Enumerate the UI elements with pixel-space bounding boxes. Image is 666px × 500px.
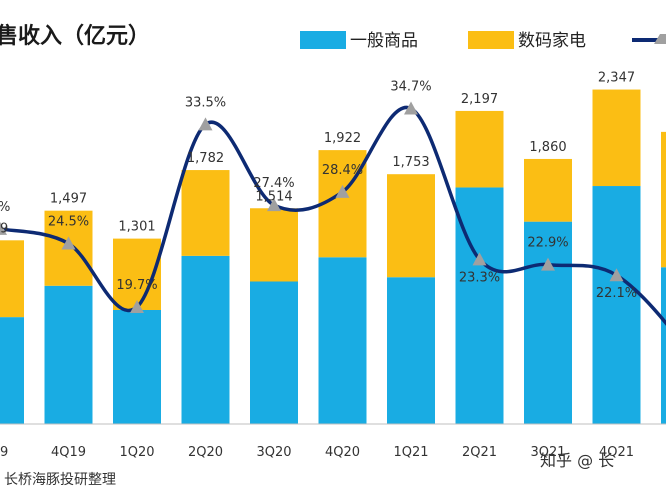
legend-triangle-marker <box>654 34 666 44</box>
rate-label-9: 22.1% <box>596 286 637 301</box>
total-label-5: 1,922 <box>324 131 361 146</box>
x-tick-3: 2Q20 <box>188 445 223 460</box>
bar-digital-appliances-5 <box>318 150 367 258</box>
x-tick-2: 1Q20 <box>119 445 154 460</box>
total-label-8: 1,860 <box>529 140 566 155</box>
legend-label-general-goods: 一般商品 <box>350 31 418 51</box>
rate-label-4: 27.4% <box>253 176 294 191</box>
total-label-6: 1,753 <box>392 155 429 170</box>
rate-marker-9 <box>609 268 624 282</box>
x-tick-1: 4Q19 <box>51 445 86 460</box>
data-labels: 89 1,497 1,301 1,782 1,514 1,922 1,753 2,197 1,8… <box>0 71 637 302</box>
bar-general-goods-10 <box>661 267 666 424</box>
bar-digital-appliances-0 <box>0 240 24 318</box>
total-label-9: 2,347 <box>598 71 635 86</box>
rate-marker-8 <box>541 257 555 271</box>
total-label-2: 1,301 <box>118 220 155 235</box>
chart-title: 售收入（亿元） <box>0 23 150 49</box>
legend-label-digital-appliances: 数码家电 <box>518 31 586 51</box>
rate-marker-1 <box>61 236 76 250</box>
rate-label-5: 28.4% <box>322 163 363 178</box>
watermark-text: 知乎 @ 长 <box>540 451 614 470</box>
rate-label-6: 34.7% <box>390 80 431 95</box>
rate-label-2: 19.7% <box>116 278 157 293</box>
bar-digital-appliances-7 <box>455 110 504 188</box>
bar-digital-appliances-3 <box>181 170 230 256</box>
bar-digital-appliances-8 <box>524 158 572 222</box>
legend-swatch-digital-appliances <box>468 31 514 49</box>
x-tick-0: 19 <box>0 445 8 460</box>
rate-marker-2 <box>130 299 144 313</box>
rate-label-1: 24.5% <box>48 214 89 229</box>
bars <box>0 89 666 424</box>
bar-general-goods-2 <box>113 310 161 424</box>
rate-line-layer <box>0 101 666 327</box>
bar-general-goods-0 <box>0 317 24 424</box>
total-label-3: 1,782 <box>187 151 224 166</box>
x-tick-5: 4Q20 <box>325 445 360 460</box>
bar-general-goods-1 <box>44 285 93 424</box>
bar-general-goods-8 <box>524 221 572 424</box>
rate-label-7: 23.3% <box>459 270 500 285</box>
legend: 一般商品 数码家电 <box>300 31 666 51</box>
rate-label-8: 22.9% <box>527 236 568 251</box>
rate-marker-6 <box>404 101 418 115</box>
x-tick-9: 4Q21 <box>599 445 634 460</box>
x-tick-7: 2Q21 <box>462 445 497 460</box>
bar-general-goods-9 <box>592 186 641 424</box>
x-tick-6: 1Q21 <box>393 445 428 460</box>
rate-label-0: 6% <box>0 200 10 215</box>
x-tick-8: 3Q21 <box>530 445 565 460</box>
legend-swatch-general-goods <box>300 31 346 49</box>
source-note: 长桥海豚投研整理 <box>4 472 116 488</box>
rate-marker-7 <box>472 252 487 266</box>
bar-digital-appliances-10 <box>661 131 666 268</box>
rate-label-3: 33.5% <box>185 95 226 110</box>
x-axis-ticks: 194Q191Q202Q203Q204Q201Q212Q213Q214Q211 <box>0 445 634 460</box>
total-label-1: 1,497 <box>50 192 87 207</box>
bar-general-goods-3 <box>181 255 230 424</box>
bar-digital-appliances-6 <box>387 174 435 278</box>
rate-marker-0 <box>0 221 7 235</box>
bar-general-goods-5 <box>318 257 367 424</box>
bar-digital-appliances-4 <box>250 208 298 282</box>
total-label-7: 2,197 <box>461 92 498 107</box>
bar-digital-appliances-9 <box>592 89 641 187</box>
rate-marker-4 <box>267 198 281 212</box>
total-label-0: 89 <box>0 221 8 236</box>
x-tick-4: 3Q20 <box>256 445 291 460</box>
rate-marker-3 <box>198 117 213 131</box>
bar-general-goods-6 <box>387 277 435 424</box>
bar-general-goods-4 <box>250 281 298 424</box>
total-label-4: 1,514 <box>255 189 292 204</box>
rate-marker-5 <box>335 184 350 198</box>
